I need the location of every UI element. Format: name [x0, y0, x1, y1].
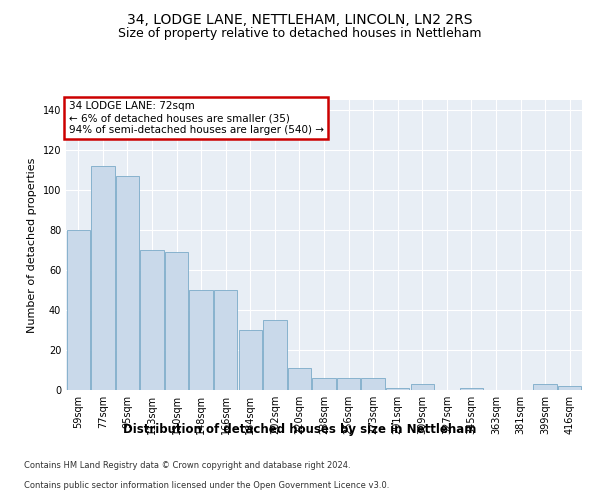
Bar [91, 166, 115, 390]
Bar [140, 250, 164, 390]
Bar [116, 176, 139, 390]
Text: 34, LODGE LANE, NETTLEHAM, LINCOLN, LN2 2RS: 34, LODGE LANE, NETTLEHAM, LINCOLN, LN2 … [127, 12, 473, 26]
Bar [410, 384, 434, 390]
Bar [67, 230, 90, 390]
Bar [361, 378, 385, 390]
Text: Size of property relative to detached houses in Nettleham: Size of property relative to detached ho… [118, 28, 482, 40]
Text: Distribution of detached houses by size in Nettleham: Distribution of detached houses by size … [124, 422, 476, 436]
Bar [313, 378, 335, 390]
Bar [239, 330, 262, 390]
Text: Contains HM Land Registry data © Crown copyright and database right 2024.: Contains HM Land Registry data © Crown c… [24, 461, 350, 470]
Bar [214, 290, 238, 390]
Text: Contains public sector information licensed under the Open Government Licence v3: Contains public sector information licen… [24, 481, 389, 490]
Bar [190, 290, 213, 390]
Y-axis label: Number of detached properties: Number of detached properties [27, 158, 37, 332]
Bar [386, 388, 409, 390]
Bar [533, 384, 557, 390]
Bar [263, 320, 287, 390]
Bar [558, 386, 581, 390]
Bar [460, 388, 483, 390]
Bar [337, 378, 360, 390]
Bar [288, 368, 311, 390]
Bar [165, 252, 188, 390]
Text: 34 LODGE LANE: 72sqm
← 6% of detached houses are smaller (35)
94% of semi-detach: 34 LODGE LANE: 72sqm ← 6% of detached ho… [68, 102, 323, 134]
